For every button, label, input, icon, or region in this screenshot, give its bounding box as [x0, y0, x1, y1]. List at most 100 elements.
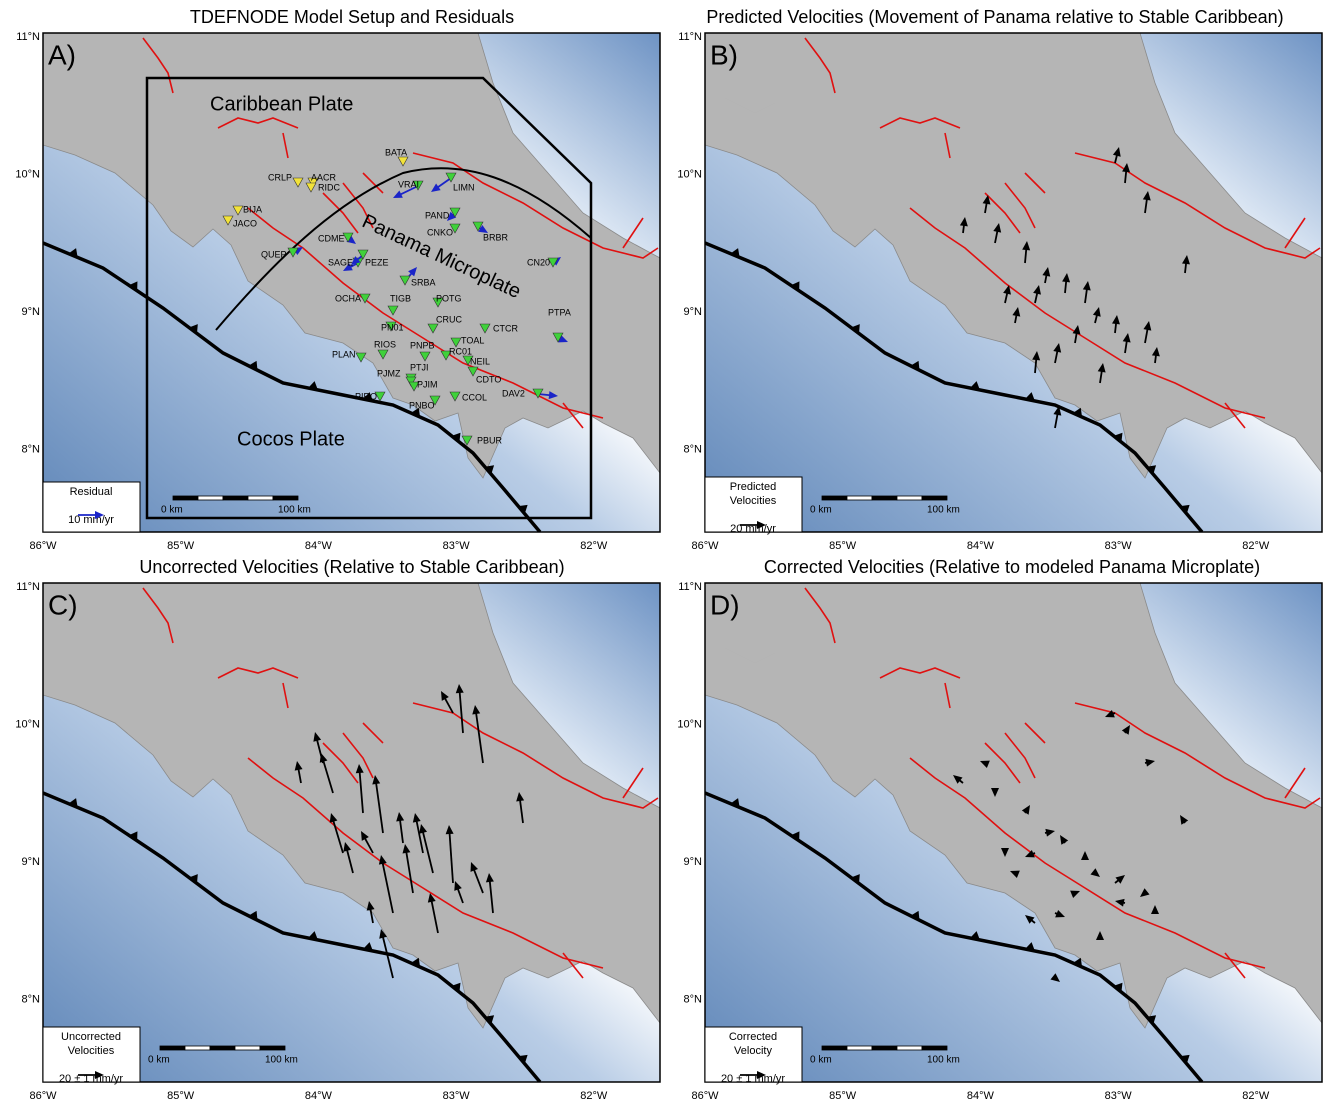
scale-segment: [273, 496, 298, 500]
legend-text: Velocity: [734, 1045, 772, 1057]
lat-label: 8°N: [684, 993, 703, 1005]
station-label: PJMZ: [377, 368, 401, 378]
panel-letter: A): [48, 39, 76, 70]
lon-label: 85°W: [167, 540, 195, 552]
station-label: BIJA: [243, 204, 262, 214]
station-label: BRBR: [483, 232, 509, 242]
panel-title: TDEFNODE Model Setup and Residuals: [190, 7, 514, 27]
station-label: BATA: [385, 147, 407, 157]
lat-label: 10°N: [15, 718, 40, 730]
station-label: DAV2: [502, 388, 525, 398]
plate-label: Cocos Plate: [237, 428, 345, 450]
lat-label: 11°N: [678, 31, 702, 43]
scale-segment: [198, 496, 223, 500]
lat-label: 10°N: [677, 168, 702, 180]
lon-label: 84°W: [967, 540, 995, 552]
panel-title: Uncorrected Velocities (Relative to Stab…: [139, 557, 564, 577]
scale-segment: [897, 496, 922, 500]
station-label: POTG: [436, 293, 462, 303]
legend-text: Residual: [70, 486, 113, 498]
scale-label: 100 km: [927, 505, 960, 516]
scale-segment: [160, 1046, 185, 1050]
lon-label: 82°W: [1242, 1090, 1270, 1102]
station-label: PLAN: [332, 349, 356, 359]
scale-segment: [922, 1046, 947, 1050]
station-label: PAND: [425, 210, 450, 220]
lon-label: 86°W: [691, 1090, 719, 1102]
panel-letter: D): [710, 589, 740, 620]
scale-segment: [210, 1046, 235, 1050]
scale-segment: [897, 1046, 922, 1050]
legend-text: Corrected: [729, 1031, 777, 1043]
scale-label: 0 km: [810, 1055, 832, 1066]
plate-label: Caribbean Plate: [210, 93, 353, 115]
legend-text: Predicted: [730, 481, 776, 493]
lat-label: 11°N: [16, 31, 40, 43]
station-label: PBUR: [477, 435, 503, 445]
scale-segment: [822, 1046, 847, 1050]
lat-label: 8°N: [684, 443, 703, 455]
station-label: CCOL: [462, 392, 487, 402]
scale-segment: [922, 496, 947, 500]
figure: TDEFNODE Model Setup and Residuals Caribb…: [0, 0, 1334, 1104]
station-label: PNPB: [410, 340, 435, 350]
scale-segment: [872, 496, 897, 500]
map: [43, 583, 660, 1082]
lon-label: 86°W: [691, 540, 719, 552]
lat-label: 9°N: [684, 856, 703, 868]
station-label: CNKO: [427, 227, 453, 237]
station-label: LIMN: [453, 182, 475, 192]
lon-label: 82°W: [1242, 540, 1270, 552]
lon-label: 85°W: [829, 1090, 857, 1102]
panel-letter: C): [48, 589, 78, 620]
lat-label: 8°N: [22, 443, 41, 455]
scale-label: 100 km: [278, 505, 311, 516]
lon-label: 85°W: [167, 1090, 195, 1102]
station-label: PNBO: [409, 400, 435, 410]
map-panel: D)CorrectedVelocity20 ± 1 mm/yr0 km100 k…: [705, 583, 1322, 1085]
lon-label: 83°W: [1105, 1090, 1133, 1102]
scale-segment: [872, 1046, 897, 1050]
station-label: SAGE: [328, 257, 353, 267]
lat-label: 9°N: [22, 306, 41, 318]
station-label: JACO: [233, 218, 257, 228]
lon-label: 84°W: [305, 1090, 333, 1102]
map: [705, 33, 1322, 532]
station-label: TOAL: [461, 335, 484, 345]
legend: PredictedVelocities20 mm/yr: [705, 477, 802, 535]
lat-label: 10°N: [15, 168, 40, 180]
legend: Residual10 mm/yr: [43, 482, 140, 532]
station-label: PEZE: [365, 257, 389, 267]
lon-label: 83°W: [443, 1090, 471, 1102]
scale-segment: [847, 1046, 872, 1050]
station-label: SRBA: [411, 277, 436, 287]
scale-segment: [185, 1046, 210, 1050]
station-label: PTPA: [548, 307, 571, 317]
station-label: AACR: [311, 172, 337, 182]
panel-title: Corrected Velocities (Relative to modele…: [764, 557, 1260, 577]
scale-label: 0 km: [148, 1055, 170, 1066]
lon-label: 86°W: [29, 540, 57, 552]
panel-title: Predicted Velocities (Movement of Panama…: [706, 7, 1283, 27]
scale-segment: [235, 1046, 260, 1050]
station-label: RIOS: [374, 339, 396, 349]
panel-letter: B): [710, 39, 738, 70]
scale-segment: [173, 496, 198, 500]
station-label: PIRO: [355, 391, 377, 401]
station-label: VRAI: [398, 179, 419, 189]
lat-label: 9°N: [22, 856, 41, 868]
station-label: CDTO: [476, 374, 501, 384]
lat-label: 9°N: [684, 306, 703, 318]
station-label: QUEP: [261, 249, 287, 259]
scale-segment: [847, 496, 872, 500]
lon-label: 86°W: [29, 1090, 57, 1102]
lat-label: 10°N: [677, 718, 702, 730]
map: [705, 583, 1322, 1082]
scale-label: 0 km: [810, 505, 832, 516]
station-label: OCHA: [335, 293, 361, 303]
station-label: RIDC: [318, 182, 340, 192]
station-label: CN20: [527, 257, 550, 267]
legend: CorrectedVelocity20 ± 1 mm/yr: [705, 1027, 802, 1085]
